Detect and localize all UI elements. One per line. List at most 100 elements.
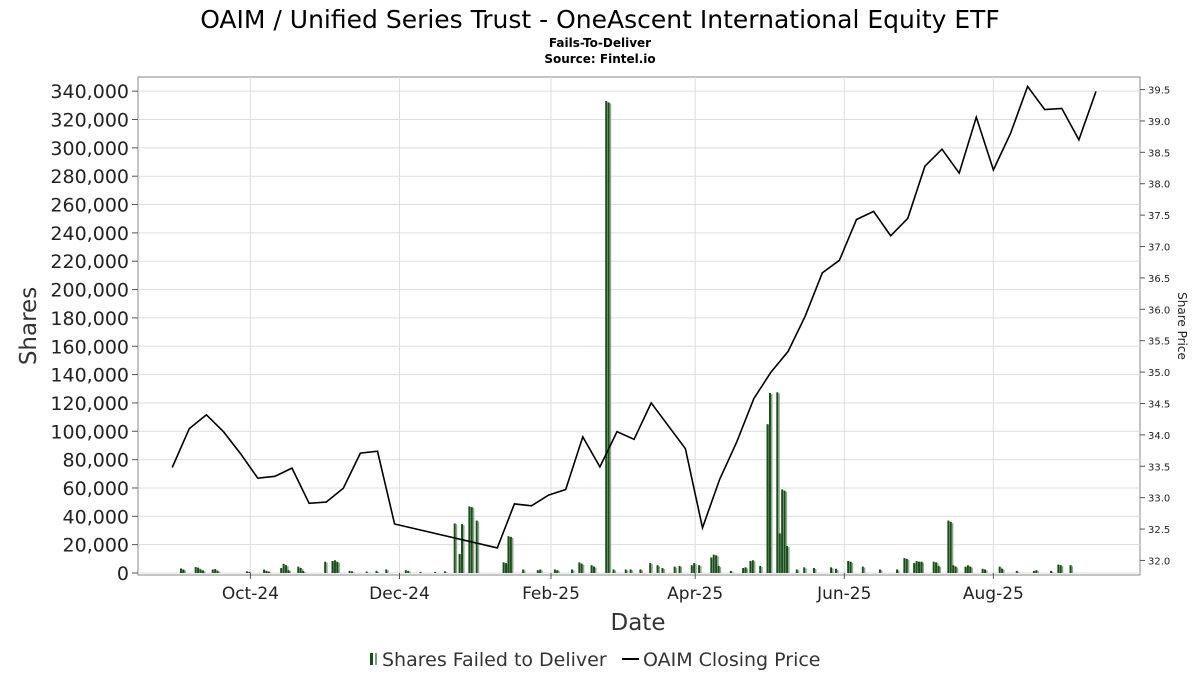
ftd-bar	[336, 561, 339, 573]
ftd-bar-highlight	[463, 525, 465, 573]
ftd-bar	[935, 562, 938, 573]
legend: Shares Failed to Deliver OAIM Closing Pr…	[370, 649, 821, 671]
ftd-bar	[1069, 565, 1072, 573]
ftd-bar	[861, 566, 864, 573]
ftd-bar-highlight	[680, 566, 683, 573]
ftd-bar	[1035, 570, 1038, 573]
x-tick-label: Jun-25	[816, 584, 871, 604]
ftd-bar	[905, 558, 908, 573]
ftd-bar-highlight	[409, 571, 411, 573]
ftd-bar	[834, 568, 837, 573]
ftd-bar	[553, 569, 556, 573]
ftd-bar-highlight	[573, 570, 575, 573]
ftd-bar-highlight	[770, 394, 773, 573]
ftd-bar	[605, 101, 608, 573]
y-tick-label: 220,000	[50, 251, 129, 273]
ftd-bar-highlight	[511, 537, 514, 573]
ftd-bar	[661, 568, 664, 573]
plot-area	[137, 76, 1141, 576]
ftd-bar-highlight	[778, 393, 780, 573]
ftd-bar	[216, 570, 219, 573]
x-axis-label: Date	[611, 610, 666, 636]
ftd-bar-highlight	[203, 571, 206, 573]
ftd-bar-highlight	[956, 567, 959, 573]
ftd-bar	[896, 569, 899, 573]
ftd-bar	[954, 566, 957, 573]
y-tick-label: 180,000	[50, 308, 129, 330]
y2-tick-label: 34.5	[1148, 399, 1170, 410]
ftd-bar	[1050, 570, 1053, 573]
ftd-bar-highlight	[304, 571, 306, 573]
x-axis: Oct-24 Dec-24 Feb-25 Apr-25 Jun-25 Aug-25	[222, 573, 1024, 604]
ftd-bar-highlight	[731, 571, 734, 573]
y2-tick-label: 33.0	[1148, 494, 1170, 505]
ftd-bar	[766, 424, 769, 573]
ftd-bar	[407, 570, 410, 573]
ftd-bar-highlight	[746, 568, 749, 573]
price-line	[171, 84, 1097, 549]
ftd-bar-highlight	[614, 570, 617, 573]
ftd-bar	[678, 565, 681, 573]
ftd-bar	[710, 557, 713, 573]
ftd-bar	[509, 536, 512, 573]
y2-tick-label: 39.0	[1148, 117, 1170, 128]
y-tick-label: 280,000	[50, 166, 129, 188]
ftd-bar-highlight	[717, 556, 719, 573]
x-tick-label: Apr-25	[667, 584, 723, 604]
ftd-bar	[849, 561, 852, 573]
y-tick-label: 100,000	[50, 421, 129, 443]
ftd-bar	[385, 569, 388, 573]
ftd-bar	[593, 566, 596, 573]
ftd-bar	[915, 560, 918, 573]
y-tick-label: 60,000	[63, 478, 129, 500]
ftd-bar	[536, 570, 539, 573]
ftd-bar-highlight	[387, 570, 389, 573]
ftd-bar-highlight	[1052, 571, 1054, 573]
y2-tick-label: 35.5	[1148, 337, 1170, 348]
ftd-bar	[920, 561, 923, 573]
y-tick-label: 20,000	[63, 535, 129, 557]
ftd-bar	[937, 565, 940, 573]
y2-tick-label: 37.0	[1148, 243, 1170, 254]
y-tick-label: 40,000	[63, 506, 129, 528]
ftd-bar	[287, 570, 290, 573]
ftd-bar	[419, 571, 422, 573]
ftd-bar	[998, 566, 1001, 573]
ftd-bar-highlight	[477, 521, 480, 573]
ftd-bar	[502, 562, 505, 573]
ftd-bar	[984, 569, 987, 573]
ftd-bar	[656, 565, 659, 573]
ftd-bar	[194, 567, 197, 573]
y2-tick-label: 39.5	[1148, 86, 1170, 97]
ftd-bar	[505, 563, 508, 573]
ftd-bar-highlight	[472, 508, 475, 573]
y-tick-label: 140,000	[50, 365, 129, 387]
ftd-bar	[781, 489, 784, 573]
y-tick-label: 120,000	[50, 393, 129, 415]
ftd-bar	[351, 571, 354, 573]
ftd-bar-highlight	[986, 570, 988, 573]
ftd-bar	[918, 561, 921, 573]
ftd-bar-highlight	[663, 569, 665, 573]
ftd-bar	[348, 570, 351, 573]
y2-tick-label: 33.5	[1148, 462, 1170, 473]
ftd-bar-highlight	[377, 571, 380, 573]
ftd-bar-highlight	[524, 570, 526, 573]
ftd-bar	[265, 570, 268, 573]
ftd-bar	[729, 570, 732, 573]
ftd-bar-highlight	[695, 564, 697, 573]
ftd-bar	[966, 565, 969, 573]
y2-tick-label: 32.5	[1148, 525, 1170, 536]
ftd-bar	[744, 567, 747, 573]
ftd-bar-highlight	[753, 561, 756, 573]
ftd-bar	[932, 561, 935, 573]
ftd-bar	[607, 102, 610, 573]
ftd-bar	[539, 569, 542, 573]
ftd-bar	[847, 560, 850, 573]
ftd-bar	[580, 563, 583, 573]
ftd-bar	[197, 567, 200, 573]
ftd-bar	[182, 569, 185, 573]
ftd-bar	[649, 563, 652, 573]
ftd-bar	[475, 520, 478, 573]
